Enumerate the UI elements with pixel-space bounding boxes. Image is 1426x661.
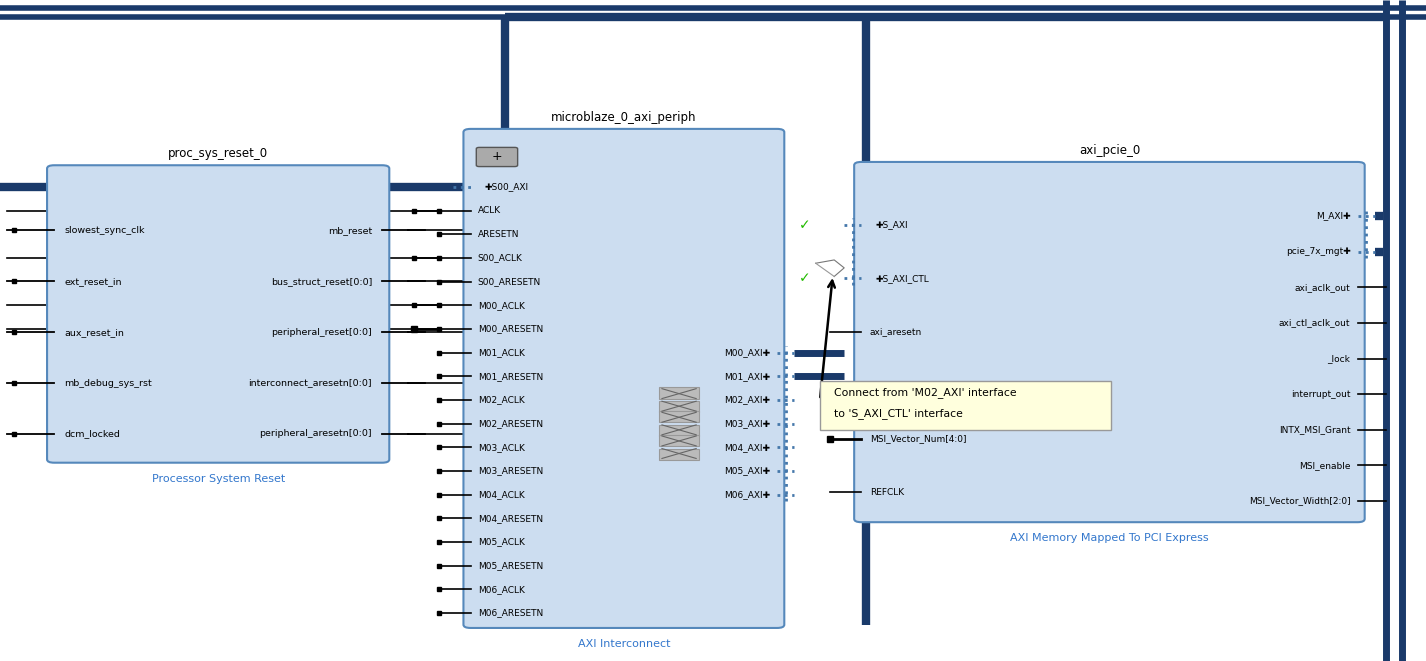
- Bar: [659, 425, 699, 436]
- Text: S00_ARESETN: S00_ARESETN: [478, 277, 540, 286]
- Text: ACLK: ACLK: [478, 206, 501, 215]
- Text: M00_AXI✚: M00_AXI✚: [724, 348, 770, 357]
- Text: ✚S_AXI_CTL: ✚S_AXI_CTL: [876, 274, 930, 283]
- Bar: [659, 435, 699, 446]
- Bar: [659, 401, 699, 412]
- FancyBboxPatch shape: [854, 162, 1365, 522]
- Text: M05_AXI✚: M05_AXI✚: [724, 467, 770, 475]
- FancyBboxPatch shape: [820, 381, 1111, 430]
- Text: axi_aresetn: axi_aresetn: [870, 327, 923, 336]
- Bar: [659, 449, 699, 460]
- Text: +: +: [492, 150, 502, 163]
- Text: interrupt_out: interrupt_out: [1291, 390, 1350, 399]
- Text: Connect from 'M02_AXI' interface: Connect from 'M02_AXI' interface: [834, 387, 1017, 398]
- Text: proc_sys_reset_0: proc_sys_reset_0: [168, 147, 268, 160]
- Text: ext_reset_in: ext_reset_in: [64, 277, 121, 286]
- Text: M02_ACLK: M02_ACLK: [478, 395, 525, 405]
- Text: axi_ctl_aclk_out: axi_ctl_aclk_out: [1279, 319, 1350, 327]
- Text: MSI_enable: MSI_enable: [1299, 461, 1350, 470]
- Bar: [659, 411, 699, 422]
- FancyBboxPatch shape: [463, 129, 784, 628]
- Text: AXI Memory Mapped To PCI Express: AXI Memory Mapped To PCI Express: [1010, 533, 1209, 543]
- Text: microblaze_0_axi_periph: microblaze_0_axi_periph: [550, 110, 697, 124]
- Text: mb_reset: mb_reset: [328, 226, 372, 235]
- Text: axi_pcie_0: axi_pcie_0: [1079, 143, 1139, 157]
- Text: M03_ARESETN: M03_ARESETN: [478, 467, 543, 475]
- Text: M_AXI✚: M_AXI✚: [1316, 212, 1350, 221]
- Text: M06_AXI✚: M06_AXI✚: [724, 490, 770, 499]
- Text: dcm_locked: dcm_locked: [64, 430, 120, 438]
- Text: M05_ARESETN: M05_ARESETN: [478, 561, 543, 570]
- Text: M04_AXI✚: M04_AXI✚: [724, 443, 770, 451]
- Text: M02_AXI✚: M02_AXI✚: [724, 395, 770, 405]
- Text: M04_ACLK: M04_ACLK: [478, 490, 525, 499]
- Bar: [659, 387, 699, 399]
- Text: peripheral_reset[0:0]: peripheral_reset[0:0]: [271, 328, 372, 336]
- Text: interconnect_aresetn[0:0]: interconnect_aresetn[0:0]: [248, 379, 372, 387]
- FancyBboxPatch shape: [47, 165, 389, 463]
- Text: M04_ARESETN: M04_ARESETN: [478, 514, 543, 523]
- Text: ✚S_AXI: ✚S_AXI: [876, 221, 908, 229]
- Text: AXI Interconnect: AXI Interconnect: [578, 639, 670, 649]
- Text: slowest_sync_clk: slowest_sync_clk: [64, 226, 144, 235]
- Text: M05_ACLK: M05_ACLK: [478, 537, 525, 547]
- Text: Processor System Reset: Processor System Reset: [151, 474, 285, 484]
- Text: to 'S_AXI_CTL' interface: to 'S_AXI_CTL' interface: [834, 408, 963, 419]
- Text: M01_AXI✚: M01_AXI✚: [724, 371, 770, 381]
- Text: MSI_Vector_Width[2:0]: MSI_Vector_Width[2:0]: [1249, 496, 1350, 506]
- Text: M06_ARESETN: M06_ARESETN: [478, 608, 543, 617]
- FancyBboxPatch shape: [476, 147, 518, 167]
- Text: mb_debug_sys_rst: mb_debug_sys_rst: [64, 379, 153, 387]
- Text: M00_ACLK: M00_ACLK: [478, 301, 525, 310]
- Text: bus_struct_reset[0:0]: bus_struct_reset[0:0]: [271, 277, 372, 286]
- Text: pcie_7x_mgt✚: pcie_7x_mgt✚: [1286, 247, 1350, 256]
- Text: INTX_MSI_Request: INTX_MSI_Request: [870, 381, 953, 390]
- Text: M01_ACLK: M01_ACLK: [478, 348, 525, 357]
- Text: M02_ARESETN: M02_ARESETN: [478, 419, 543, 428]
- Text: INTX_MSI_Grant: INTX_MSI_Grant: [1279, 425, 1350, 434]
- Text: ✓: ✓: [799, 218, 810, 232]
- Text: ✚S00_AXI: ✚S00_AXI: [485, 182, 529, 192]
- Text: M03_ACLK: M03_ACLK: [478, 443, 525, 451]
- Text: ARESETN: ARESETN: [478, 230, 519, 239]
- Text: ✓: ✓: [799, 272, 810, 286]
- Text: _lock: _lock: [1328, 354, 1350, 363]
- Text: M00_ARESETN: M00_ARESETN: [478, 325, 543, 333]
- Text: REFCLK: REFCLK: [870, 488, 904, 496]
- Text: aux_reset_in: aux_reset_in: [64, 328, 124, 336]
- Text: M03_AXI✚: M03_AXI✚: [724, 419, 770, 428]
- Text: S00_ACLK: S00_ACLK: [478, 253, 522, 262]
- Text: MSI_Vector_Num[4:0]: MSI_Vector_Num[4:0]: [870, 434, 967, 444]
- Text: M06_ACLK: M06_ACLK: [478, 585, 525, 594]
- Text: axi_aclk_out: axi_aclk_out: [1295, 283, 1350, 292]
- Text: peripheral_aresetn[0:0]: peripheral_aresetn[0:0]: [260, 430, 372, 438]
- Text: M01_ARESETN: M01_ARESETN: [478, 371, 543, 381]
